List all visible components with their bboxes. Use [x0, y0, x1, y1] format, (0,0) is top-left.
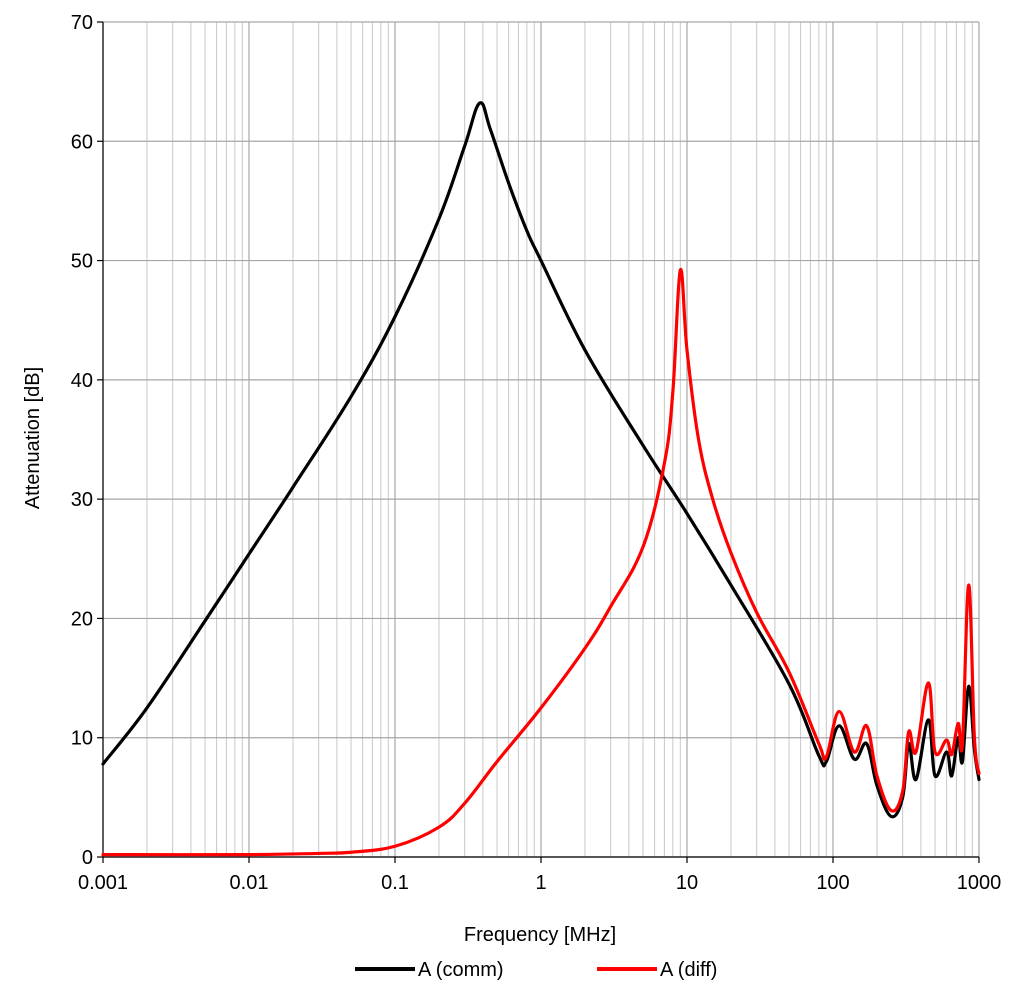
x-tick-label: 100	[816, 872, 849, 894]
y-tick-label: 10	[71, 728, 93, 750]
x-tick-label: 10	[676, 872, 698, 894]
axes	[97, 21, 980, 863]
y-tick-label: 0	[82, 847, 93, 869]
y-axis-title: Attenuation [dB]	[22, 367, 44, 509]
y-tick-label: 70	[71, 12, 93, 34]
legend: A (comm) A (diff)	[355, 959, 717, 981]
tick-labels: 0.001 0.01 0.1 1 10 100 1000 0 10 20 30 40 50 60 70	[71, 12, 1002, 894]
x-tick-label: 0.001	[78, 872, 128, 894]
x-tick-label: 1	[535, 872, 546, 894]
series-line-comm	[101, 101, 981, 819]
x-tick-label: 0.01	[230, 872, 269, 894]
x-axis-title: Frequency [MHz]	[464, 924, 616, 946]
y-tick-label: 20	[71, 608, 93, 630]
x-tick-label: 0.1	[381, 872, 409, 894]
y-tick-label: 60	[71, 131, 93, 153]
series-line-diff	[101, 268, 981, 857]
y-tick-label: 50	[71, 251, 93, 273]
x-tick-label: 1000	[957, 872, 1002, 894]
series-layer	[101, 101, 981, 857]
legend-label: A (comm)	[418, 959, 504, 981]
y-tick-label: 40	[71, 370, 93, 392]
y-tick-label: 30	[71, 489, 93, 511]
legend-label: A (diff)	[660, 959, 717, 981]
